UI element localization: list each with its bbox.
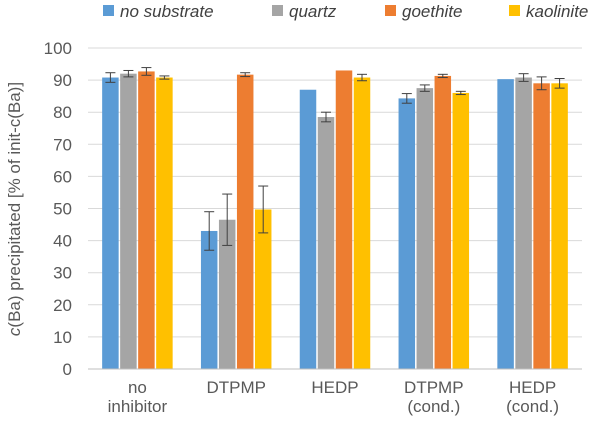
y-axis-label-italic: c xyxy=(5,327,24,336)
bar xyxy=(515,77,532,370)
bar xyxy=(398,98,416,369)
x-tick-label: inhibitor xyxy=(108,397,168,416)
bar xyxy=(533,83,550,369)
bar xyxy=(200,230,218,369)
x-tick-label: DTPMP xyxy=(404,378,464,397)
bar xyxy=(218,219,236,369)
legend-swatch xyxy=(272,5,283,16)
bar xyxy=(254,209,272,369)
legend-label: quartz xyxy=(289,2,337,21)
y-tick-label: 20 xyxy=(53,296,72,315)
y-tick-label: 100 xyxy=(44,39,72,58)
legend-swatch xyxy=(509,5,520,16)
y-tick-label: 60 xyxy=(53,167,72,186)
y-axis-label-rest: (Ba) precipitated [% of init-c(Ba)] xyxy=(5,82,24,328)
y-tick-label: 50 xyxy=(53,200,72,219)
y-tick-label: 30 xyxy=(53,264,72,283)
bar xyxy=(317,117,335,369)
x-tick-label: DTPMP xyxy=(206,378,266,397)
legend-swatch xyxy=(103,5,114,16)
y-tick-label: 40 xyxy=(53,232,72,251)
x-tick-label: HEDP xyxy=(311,378,358,397)
error-bars xyxy=(105,67,565,251)
bar xyxy=(497,79,514,370)
bar xyxy=(236,74,254,369)
bar xyxy=(102,77,119,370)
bar xyxy=(416,88,434,369)
bar xyxy=(120,73,137,370)
legend-label: kaolinite xyxy=(526,2,588,21)
bar xyxy=(551,83,568,369)
bars xyxy=(102,70,568,370)
bar xyxy=(335,70,353,369)
x-tick-label: no xyxy=(128,378,147,397)
legend: no substrate quartz goethite kaolinite xyxy=(103,2,588,21)
legend-label: no substrate xyxy=(120,2,214,21)
bar xyxy=(299,89,317,369)
bar xyxy=(156,77,173,370)
bar xyxy=(138,71,155,370)
legend-swatch xyxy=(385,5,396,16)
bar xyxy=(353,77,371,370)
y-axis-label: c(Ba) precipitated [% of init-c(Ba)] xyxy=(5,82,24,336)
y-tick-labels: 0 10 20 30 40 50 60 70 80 90 100 xyxy=(44,39,72,379)
bar xyxy=(434,75,452,369)
y-tick-label: 80 xyxy=(53,103,72,122)
x-tick-label: (cond.) xyxy=(506,397,559,416)
legend-label: goethite xyxy=(402,2,463,21)
y-tick-label: 10 xyxy=(53,328,72,347)
y-tick-label: 90 xyxy=(53,71,72,90)
y-tick-label: 70 xyxy=(53,135,72,154)
bar xyxy=(452,92,470,369)
x-tick-label: (cond.) xyxy=(407,397,460,416)
x-tick-label: HEDP xyxy=(509,378,556,397)
y-tick-label: 0 xyxy=(63,360,72,379)
